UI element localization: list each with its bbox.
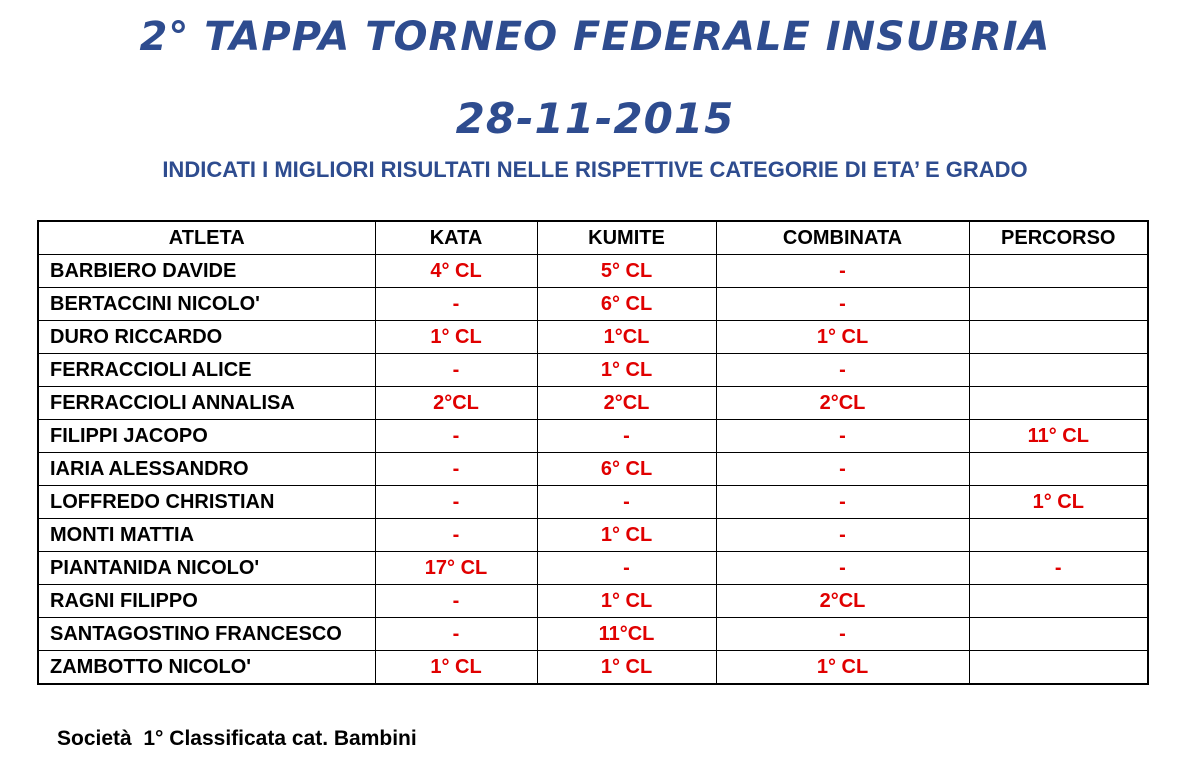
table-row: PIANTANIDA NICOLO' 17° CL - - - (37, 551, 1149, 585)
result-cell-percorso (968, 518, 1149, 552)
page-subtitle: INDICATI I MIGLIORI RISULTATI NELLE RISP… (162, 157, 1028, 182)
result-cell-combinata: - (715, 452, 970, 486)
result-cell-kata: 1° CL (374, 650, 538, 685)
results-table-header: ATLETA KATA KUMITE COMBINATA PERCORSO (37, 220, 1149, 255)
result-cell-kata: 4° CL (374, 254, 538, 288)
page-title: 2° TAPPA TORNEO FEDERALE INSUBRIA (139, 14, 1051, 60)
result-cell-combinata: - (715, 551, 970, 585)
result-cell-kata: - (374, 485, 538, 519)
result-cell-combinata: - (715, 254, 970, 288)
athlete-name-cell: FILIPPI JACOPO (37, 419, 376, 453)
result-cell-kumite: 11°CL (536, 617, 717, 651)
result-cell-percorso: 11° CL (968, 419, 1149, 453)
results-table-body: BARBIERO DAVIDE 4° CL 5° CL - BERTACCINI NIC… (37, 254, 1149, 685)
table-row: DURO RICCARDO 1° CL 1°CL 1° CL (37, 320, 1149, 354)
result-cell-combinata: 1° CL (715, 650, 970, 685)
athlete-name-cell: RAGNI FILIPPO (37, 584, 376, 618)
column-header-kumite: KUMITE (536, 220, 717, 255)
result-cell-combinata: - (715, 617, 970, 651)
result-cell-kumite: 2°CL (536, 386, 717, 420)
result-cell-combinata: - (715, 518, 970, 552)
result-cell-kumite: - (536, 419, 717, 453)
result-cell-kata: - (374, 584, 538, 618)
header-row: ATLETA KATA KUMITE COMBINATA PERCORSO (37, 220, 1149, 255)
table-row: ZAMBOTTO NICOLO' 1° CL 1° CL 1° CL (37, 650, 1149, 685)
result-cell-kumite: 1° CL (536, 353, 717, 387)
result-cell-percorso (968, 650, 1149, 685)
athlete-name-cell: BARBIERO DAVIDE (37, 254, 376, 288)
table-row: FERRACCIOLI ANNALISA 2°CL 2°CL 2°CL (37, 386, 1149, 420)
result-cell-percorso (968, 287, 1149, 321)
athlete-name-cell: BERTACCINI NICOLO' (37, 287, 376, 321)
result-cell-combinata: - (715, 419, 970, 453)
result-cell-kata: - (374, 617, 538, 651)
event-date: 28-11-2015 (455, 94, 735, 143)
result-cell-percorso (968, 584, 1149, 618)
athlete-name-cell: MONTI MATTIA (37, 518, 376, 552)
result-cell-kata: - (374, 287, 538, 321)
result-cell-kata: - (374, 518, 538, 552)
table-row: RAGNI FILIPPO -1° CL 2°CL (37, 584, 1149, 618)
result-cell-combinata: 2°CL (715, 386, 970, 420)
table-row: FILIPPI JACOPO - - -11° CL (37, 419, 1149, 453)
table-row: LOFFREDO CHRISTIAN - - -1° CL (37, 485, 1149, 519)
result-cell-percorso (968, 320, 1149, 354)
table-row: BARBIERO DAVIDE 4° CL 5° CL - (37, 254, 1149, 288)
result-cell-combinata: 2°CL (715, 584, 970, 618)
column-header-atleta: ATLETA (37, 220, 376, 255)
athlete-name-cell: IARIA ALESSANDRO (37, 452, 376, 486)
result-cell-kata: - (374, 353, 538, 387)
result-cell-percorso: 1° CL (968, 485, 1149, 519)
column-header-percorso: PERCORSO (968, 220, 1149, 255)
table-row: BERTACCINI NICOLO' -6° CL - (37, 287, 1149, 321)
result-cell-combinata: 1° CL (715, 320, 970, 354)
athlete-name-cell: SANTAGOSTINO FRANCESCO (37, 617, 376, 651)
result-cell-kumite: 5° CL (536, 254, 717, 288)
table-row: FERRACCIOLI ALICE -1° CL - (37, 353, 1149, 387)
athlete-name-cell: PIANTANIDA NICOLO' (37, 551, 376, 585)
result-cell-combinata: - (715, 485, 970, 519)
result-cell-kumite: 1° CL (536, 584, 717, 618)
athlete-name-cell: LOFFREDO CHRISTIAN (37, 485, 376, 519)
athlete-name-cell: FERRACCIOLI ALICE (37, 353, 376, 387)
table-row: SANTAGOSTINO FRANCESCO -11°CL - (37, 617, 1149, 651)
result-cell-kata: 2°CL (374, 386, 538, 420)
result-cell-kumite: 1° CL (536, 650, 717, 685)
athlete-name-cell: DURO RICCARDO (37, 320, 376, 354)
result-cell-percorso (968, 353, 1149, 387)
result-cell-kumite: - (536, 485, 717, 519)
result-cell-kata: 1° CL (374, 320, 538, 354)
result-cell-percorso (968, 452, 1149, 486)
result-cell-kumite: 6° CL (536, 287, 717, 321)
results-table: ATLETA KATA KUMITE COMBINATA PERCORSO BA… (37, 220, 1149, 685)
table-row: IARIA ALESSANDRO -6° CL - (37, 452, 1149, 486)
result-cell-percorso (968, 386, 1149, 420)
result-cell-percorso (968, 617, 1149, 651)
table-row: MONTI MATTIA -1° CL - (37, 518, 1149, 552)
result-cell-kata: - (374, 452, 538, 486)
result-cell-kumite: 6° CL (536, 452, 717, 486)
result-cell-percorso (968, 254, 1149, 288)
result-cell-kata: - (374, 419, 538, 453)
athlete-name-cell: ZAMBOTTO NICOLO' (37, 650, 376, 685)
result-cell-combinata: - (715, 287, 970, 321)
column-header-kata: KATA (374, 220, 538, 255)
footer-note: Società 1° Classificata cat. Bambini (57, 727, 417, 750)
column-header-combinata: COMBINATA (715, 220, 970, 255)
result-cell-combinata: - (715, 353, 970, 387)
result-cell-percorso: - (968, 551, 1149, 585)
result-cell-kumite: 1° CL (536, 518, 717, 552)
result-cell-kumite: - (536, 551, 717, 585)
result-cell-kata: 17° CL (374, 551, 538, 585)
athlete-name-cell: FERRACCIOLI ANNALISA (37, 386, 376, 420)
result-cell-kumite: 1°CL (536, 320, 717, 354)
